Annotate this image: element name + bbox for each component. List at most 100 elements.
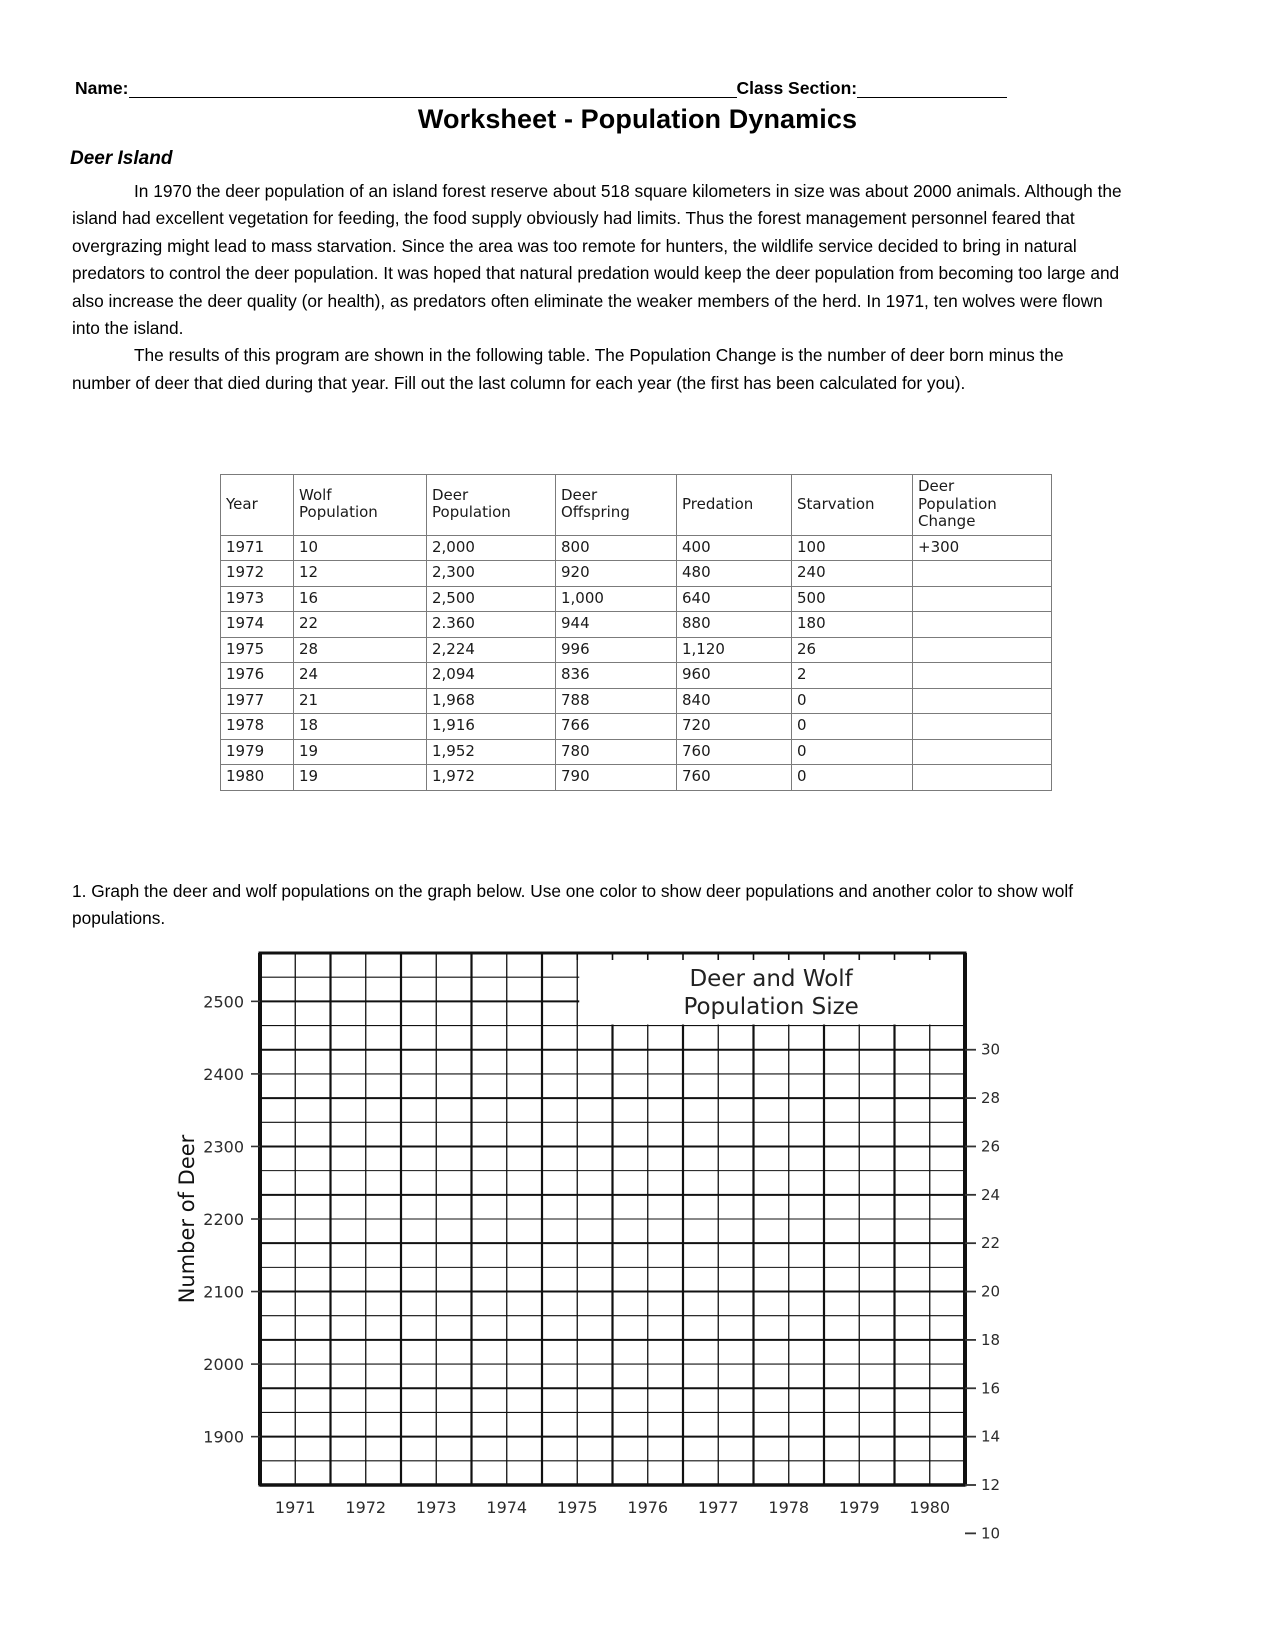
cell-deer-offspring: 1,000 [555,585,677,612]
cell-wolf-population: 19 [293,764,427,791]
col-header-deer-offspring: Deer Offspring [555,474,677,536]
col-header-starvation-text: Starvation [797,494,875,513]
table-header: Year Wolf Population Deer Population Dee… [220,474,1052,536]
cell-deer-population-change[interactable] [912,585,1052,612]
col-header-year: Year [220,474,294,536]
page-title: Worksheet - Population Dynamics [417,104,858,134]
y-tick-label-right: 22 [981,1234,1000,1252]
population-data-table: Year Wolf Population Deer Population Dee… [220,474,1052,791]
chart-title-mask [579,954,964,1025]
x-tick-label-1976: 1976 [627,1498,668,1517]
cell-year: 1978 [220,713,294,740]
cell-starvation: 26 [791,636,913,663]
cell-deer-population-change[interactable] [912,713,1052,740]
cell-deer-population-change[interactable] [912,687,1052,714]
cell-deer-offspring: 836 [555,662,677,689]
cell-wolf-population: 21 [293,687,427,714]
cell-predation: 880 [676,611,792,638]
cell-deer-population-change[interactable] [912,560,1052,587]
x-tick-label-1971: 1971 [275,1498,316,1517]
cell-deer-offspring: 788 [555,687,677,714]
cell-year: 1974 [220,611,294,638]
col-header-deerpop-line1: Deer [432,485,469,504]
name-class-row: Name: Class Section: [75,72,1095,98]
cell-starvation: 0 [791,713,913,740]
cell-predation: 760 [676,738,792,765]
col-header-starvation: Starvation [791,474,913,536]
cell-deer-population-change[interactable] [912,662,1052,689]
table-row: 1972 12 2,300 920 480 240 [220,560,1052,587]
x-tick-label-1980: 1980 [909,1498,950,1517]
col-header-deer-population: Deer Population [426,474,556,536]
y-tick-label-left: 2500 [203,992,244,1011]
table-header-row: Year Wolf Population Deer Population Dee… [220,474,1052,536]
graph-grid [258,951,967,1486]
cell-deer-population: 2,000 [426,534,556,561]
cell-predation: 480 [676,560,792,587]
x-tick-label-1973: 1973 [416,1498,457,1517]
y-tick-label-right: 12 [981,1476,1000,1494]
intro-text: In 1970 the deer population of an island… [72,178,1122,397]
y-tick-label-right: 10 [981,1524,1000,1542]
y-axis-title-right: Number of Wolves [1086,1085,1090,1277]
chart-title-line2: Population Size [683,994,858,1020]
cell-predation: 840 [676,687,792,714]
table-row: 1977 21 1,968 788 840 0 [220,687,1052,714]
cell-year: 1972 [220,560,294,587]
cell-predation: 1,120 [676,636,792,663]
cell-wolf-population: 19 [293,738,427,765]
cell-predation: 720 [676,713,792,740]
cell-deer-offspring: 790 [555,764,677,791]
cell-starvation: 180 [791,611,913,638]
col-header-change-line3: Change [918,512,976,530]
x-tick-label-1978: 1978 [768,1498,809,1517]
name-blank-field[interactable] [128,78,737,98]
cell-predation: 760 [676,764,792,791]
col-header-wolf-population: Wolf Population [293,474,427,536]
table-row: 1975 28 2,224 996 1,120 26 [220,636,1052,663]
section-title: Deer Island [70,148,173,169]
cell-deer-population: 2,094 [426,662,556,689]
col-header-predation-text: Predation [682,494,754,513]
col-header-offspring-line1: Deer [561,485,598,504]
col-header-deerpop-line2: Population [432,503,511,522]
class-section-blank-field[interactable] [857,78,1008,98]
cell-deer-population-change[interactable] [912,636,1052,663]
y-tick-label-left: 2000 [203,1355,244,1374]
table-row: 1978 18 1,916 766 720 0 [220,713,1052,740]
y-tick-label-left: 2300 [203,1137,244,1156]
col-header-change-line2: Population [918,494,997,513]
cell-wolf-population: 24 [293,662,427,689]
table-row: 1976 24 2,094 836 960 2 [220,662,1052,689]
cell-deer-offspring: 944 [555,611,677,638]
cell-deer-population-change[interactable] [912,738,1052,765]
table-row: 1979 19 1,952 780 760 0 [220,738,1052,765]
cell-year: 1977 [220,687,294,714]
cell-deer-population-change[interactable]: +300 [912,534,1052,561]
cell-deer-population-change[interactable] [912,611,1052,638]
col-header-year-text: Year [226,494,258,513]
y-tick-label-right: 14 [981,1428,1000,1446]
cell-deer-offspring: 920 [555,560,677,587]
cell-starvation: 0 [791,738,913,765]
population-graph[interactable]: Deer and Wolf Population Size 2500 2400 2300… [160,945,1090,1545]
x-tick-label-1977: 1977 [698,1498,739,1517]
cell-wolf-population: 12 [293,560,427,587]
table-body: 1971 10 2,000 800 400 100 +300 1972 12 2,300 920 48… [220,534,1052,791]
table-row: 1980 19 1,972 790 760 0 [220,764,1052,791]
cell-predation: 400 [676,534,792,561]
cell-year: 1975 [220,636,294,663]
cell-starvation: 100 [791,534,913,561]
col-header-deer-population-change: Deer Population Change [912,474,1052,536]
y-tick-label-left: 2100 [203,1283,244,1302]
cell-wolf-population: 22 [293,611,427,638]
cell-deer-population: 2,224 [426,636,556,663]
cell-starvation: 240 [791,560,913,587]
table-row: 1973 16 2,500 1,000 640 500 [220,585,1052,612]
col-header-offspring-line2: Offspring [561,503,630,522]
y-tick-label-right: 28 [981,1089,1000,1107]
cell-wolf-population: 16 [293,585,427,612]
cell-deer-population-change[interactable] [912,764,1052,791]
